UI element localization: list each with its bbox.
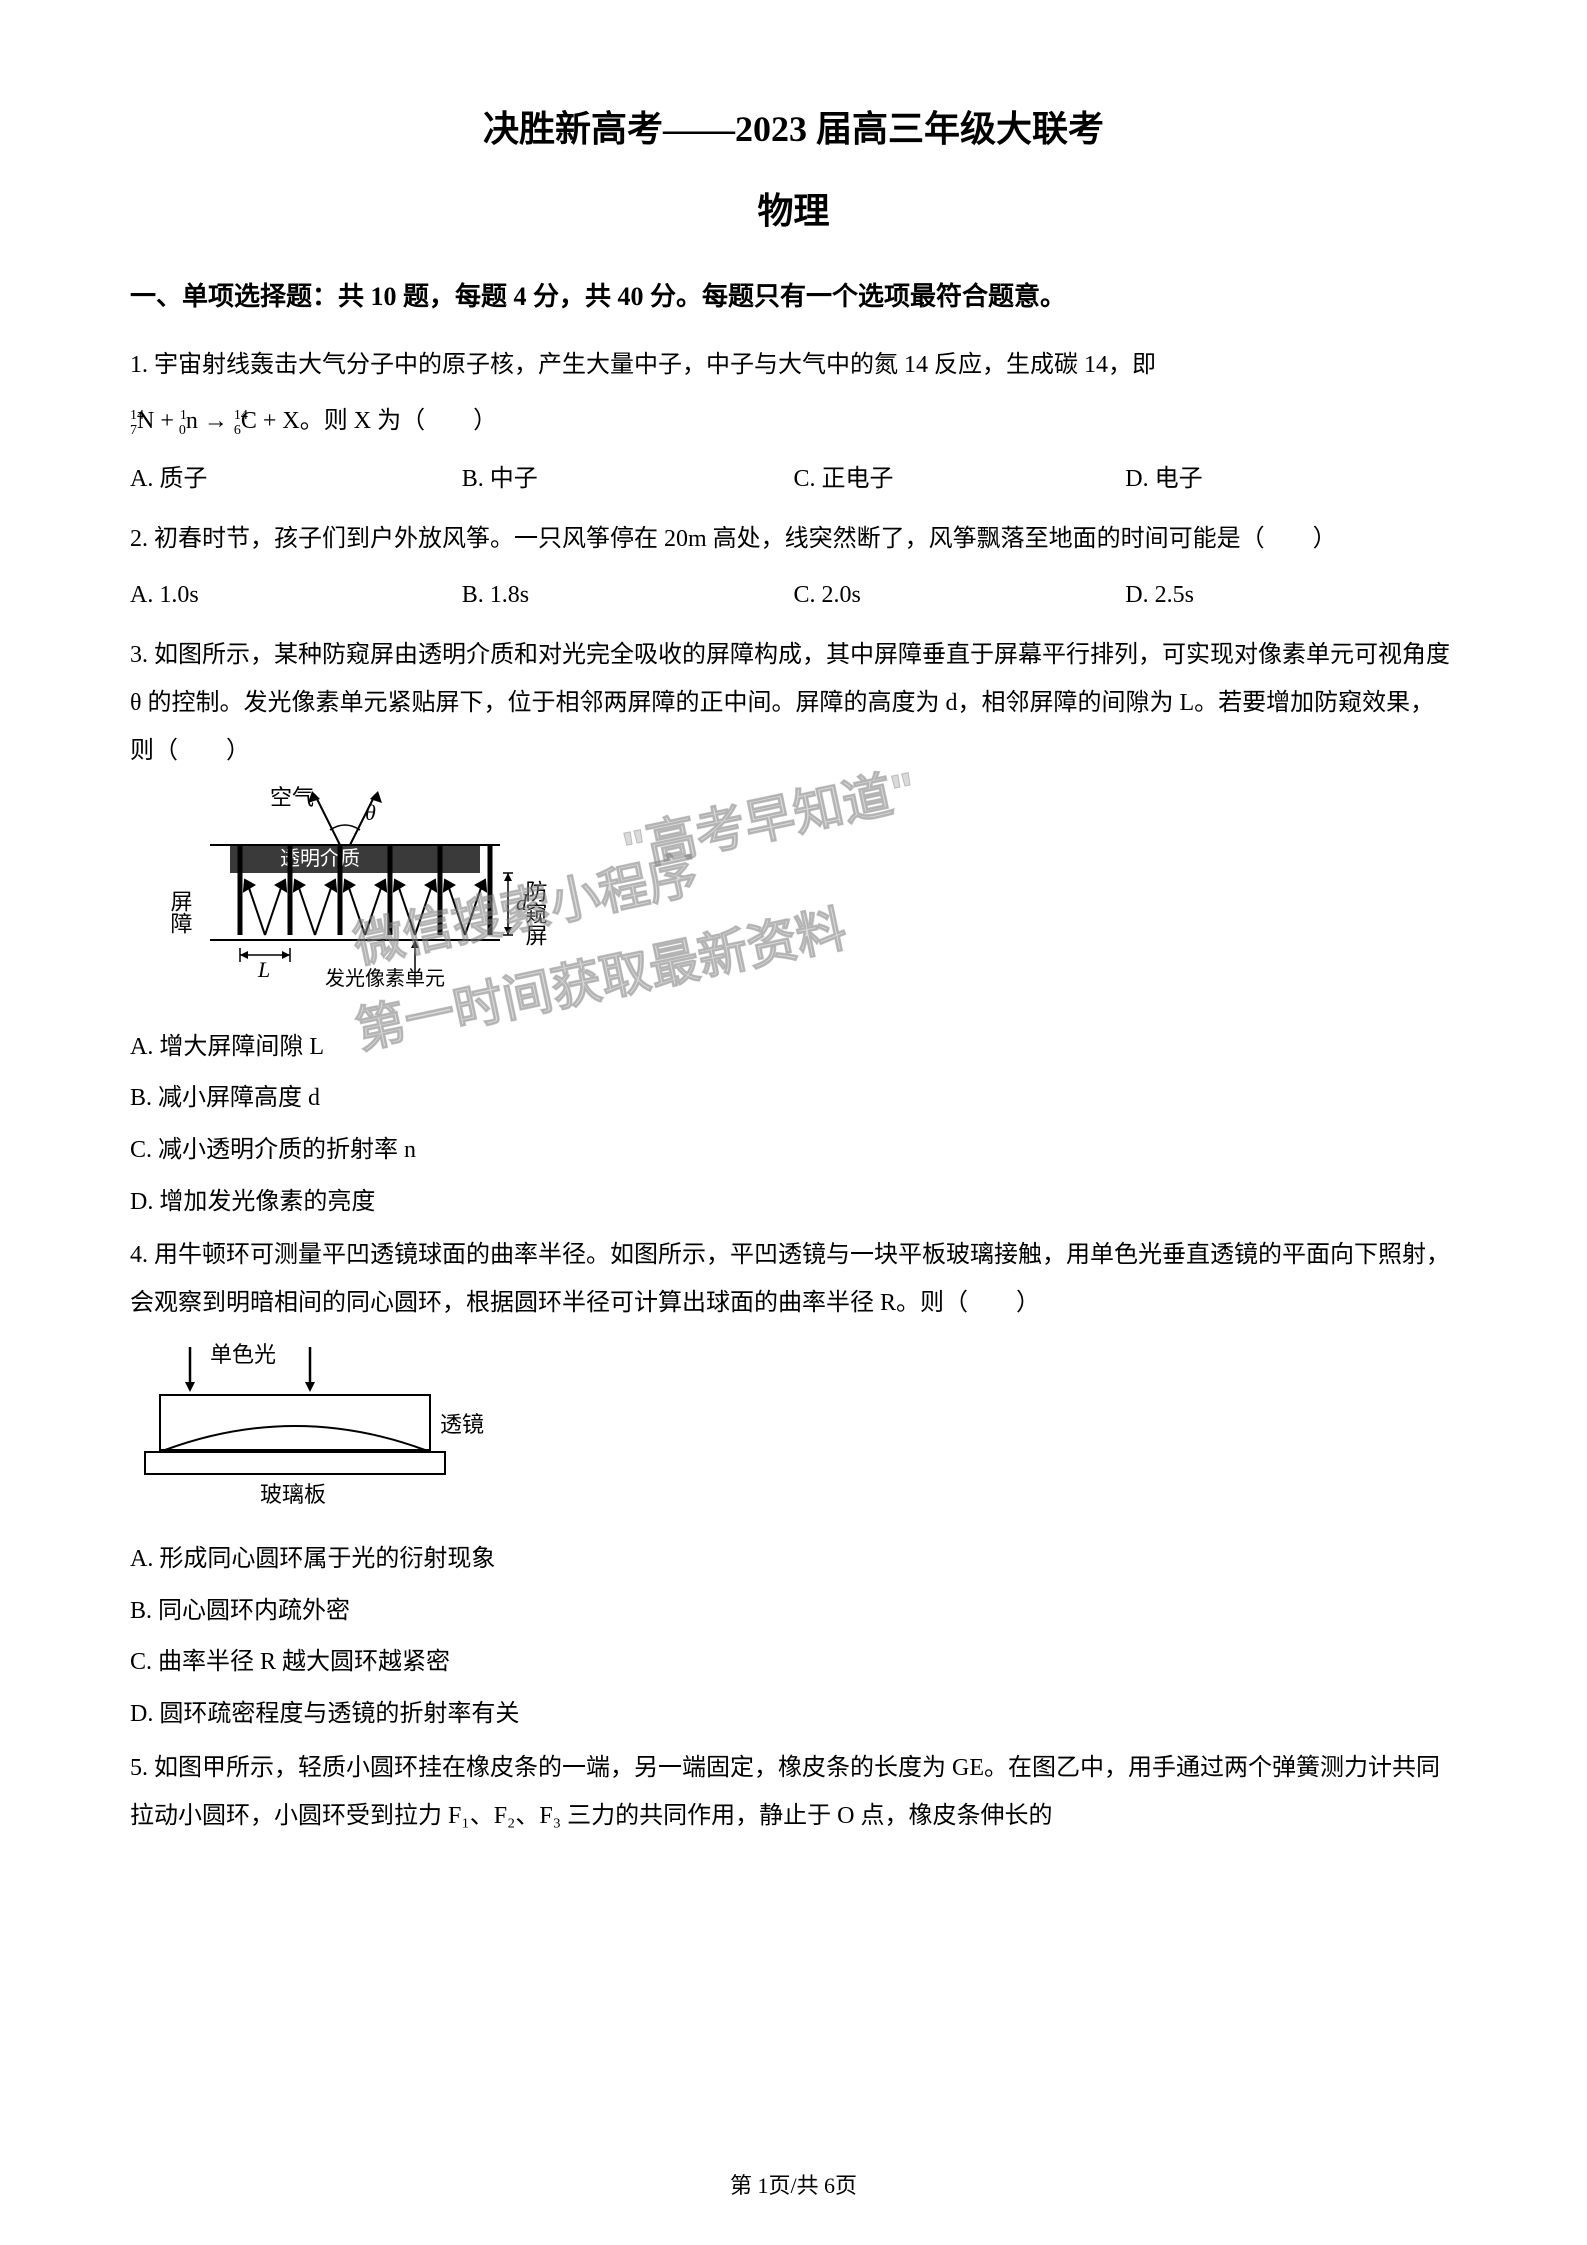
page-footer: 第 1页/共 6页 bbox=[0, 2168, 1587, 2200]
q5-stem: 5. 如图甲所示，轻质小圆环挂在橡皮条的一端，另一端固定，橡皮条的长度为 GE。… bbox=[130, 1744, 1457, 1840]
q1-options: A. 质子 B. 中子 C. 正电子 D. 电子 bbox=[130, 455, 1457, 503]
q2-optB: B. 1.8s bbox=[462, 571, 794, 619]
fig-label-pixel: 发光像素单元 bbox=[325, 967, 445, 990]
q2-options: A. 1.0s B. 1.8s C. 2.0s D. 2.5s bbox=[130, 571, 1457, 619]
q1-optA: A. 质子 bbox=[130, 455, 462, 503]
q1-optD: D. 电子 bbox=[1125, 455, 1457, 503]
q4-optA: A. 形成同心圆环属于光的衍射现象 bbox=[130, 1537, 1457, 1583]
q1-formula-tail: 。则 X 为（ ） bbox=[300, 397, 497, 445]
q3-figure: 空气 θ 透明介质 bbox=[130, 785, 1457, 1010]
fig-label-theta: θ bbox=[365, 800, 376, 825]
fig-label-L: L bbox=[257, 957, 270, 982]
fig4-label-light: 单色光 bbox=[210, 1342, 276, 1367]
fig4-label-lens: 透镜 bbox=[440, 1412, 484, 1437]
fig-label-air: 空气 bbox=[270, 785, 314, 810]
q2-optA: A. 1.0s bbox=[130, 571, 462, 619]
subject-title: 物理 bbox=[130, 182, 1457, 234]
q4-optC: C. 曲率半径 R 越大圆环越紧密 bbox=[130, 1640, 1457, 1686]
fig-label-shield: 防窥屏 bbox=[523, 880, 548, 946]
q1-stem: 1. 宇宙射线轰击大气分子中的原子核，产生大量中子，中子与大气中的氮 14 反应… bbox=[130, 341, 1457, 389]
q3-stem: 3. 如图所示，某种防窥屏由透明介质和对光完全吸收的屏障构成，其中屏障垂直于屏幕… bbox=[130, 631, 1457, 775]
exam-title: 决胜新高考——2023 届高三年级大联考 bbox=[130, 100, 1457, 152]
q3-optB: B. 减小屏障高度 d bbox=[130, 1076, 1457, 1122]
fig4-label-glass: 玻璃板 bbox=[260, 1482, 326, 1507]
q3-optD: D. 增加发光像素的亮度 bbox=[130, 1180, 1457, 1226]
q3-optA: A. 增大屏障间隙 L bbox=[130, 1025, 1457, 1071]
q4-optB: B. 同心圆环内疏外密 bbox=[130, 1589, 1457, 1635]
q4-optD: D. 圆环疏密程度与透镜的折射率有关 bbox=[130, 1692, 1457, 1738]
q1-optC: C. 正电子 bbox=[794, 455, 1126, 503]
q2-optD: D. 2.5s bbox=[1125, 571, 1457, 619]
q1-optB: B. 中子 bbox=[462, 455, 794, 503]
q1-formula: 147N + 10n → 146C + X 。则 X 为（ ） bbox=[130, 397, 1457, 445]
q2-stem: 2. 初春时节，孩子们到户外放风筝。一只风筝停在 20m 高处，线突然断了，风筝… bbox=[130, 515, 1457, 563]
fig-label-barrier: 屏障 bbox=[168, 890, 193, 934]
section1-heading: 一、单项选择题：共 10 题，每题 4 分，共 40 分。每题只有一个选项最符合… bbox=[130, 274, 1457, 321]
q4-figure: 单色光 透镜 玻璃板 bbox=[130, 1337, 1457, 1522]
q2-optC: C. 2.0s bbox=[794, 571, 1126, 619]
q4-stem: 4. 用牛顿环可测量平凹透镜球面的曲率半径。如图所示，平凹透镜与一块平板玻璃接触… bbox=[130, 1231, 1457, 1327]
q3-optC: C. 减小透明介质的折射率 n bbox=[130, 1128, 1457, 1174]
